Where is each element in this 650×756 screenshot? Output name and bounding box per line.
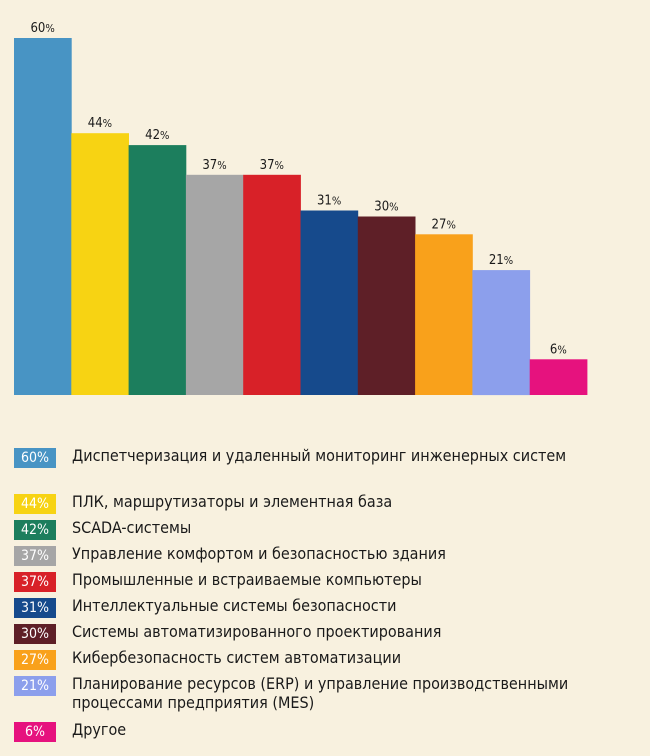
data-label-4: 37% bbox=[202, 158, 226, 173]
bar-10 bbox=[529, 359, 588, 395]
bar-9 bbox=[472, 270, 531, 396]
data-label-1: 60% bbox=[30, 21, 54, 36]
legend-label-8: Кибербезопасность систем автоматизации bbox=[72, 648, 402, 667]
legend-item-9: 21% Планирование ресурсов (ERP) и управле… bbox=[14, 674, 592, 712]
bar-chart: 60% 44% 42% 37% 37% 31% 30% 27% 21% 6% bbox=[14, 21, 588, 396]
data-label-7: 30% bbox=[374, 200, 398, 215]
legend-item-3: 42% SCADA-системы bbox=[14, 518, 592, 540]
legend-swatch-4: 37% bbox=[14, 546, 56, 566]
legend-swatch-7: 30% bbox=[14, 624, 56, 644]
legend-swatch-6: 31% bbox=[14, 598, 56, 618]
legend-label-9: Планирование ресурсов (ERP) и управление… bbox=[72, 674, 569, 712]
legend-swatch-5: 37% bbox=[14, 572, 56, 592]
legend-swatch-3: 42% bbox=[14, 520, 56, 540]
bar-5 bbox=[243, 174, 301, 395]
legend-label-2: ПЛК, маршрутизаторы и элементная база bbox=[72, 492, 393, 511]
legend-swatch-10: 6% bbox=[14, 722, 56, 742]
legend-label-6: Интеллектуальные системы безопасности bbox=[72, 596, 397, 615]
bar-4 bbox=[185, 174, 244, 395]
legend-swatch-2: 44% bbox=[14, 494, 56, 514]
legend-label-10: Другое bbox=[72, 720, 127, 739]
data-label-6: 31% bbox=[317, 194, 341, 209]
data-label-8: 27% bbox=[432, 217, 456, 232]
data-label-2: 44% bbox=[88, 116, 112, 131]
legend-swatch-1: 60% bbox=[14, 448, 56, 468]
legend-item-4: 37% Управление комфортом и безопасностью … bbox=[14, 544, 592, 566]
bar-3 bbox=[128, 145, 187, 395]
bars-group bbox=[14, 38, 588, 396]
data-label-5: 37% bbox=[260, 158, 284, 173]
bar-2 bbox=[71, 133, 129, 395]
data-labels-group: 60% 44% 42% 37% 37% 31% 30% 27% 21% 6% bbox=[30, 21, 566, 357]
legend-swatch-9: 21% bbox=[14, 676, 56, 696]
legend-label-5: Промышленные и встраиваемые компьютеры bbox=[72, 570, 422, 589]
legend-label-4: Управление комфортом и безопасностью зда… bbox=[72, 544, 446, 563]
legend-label-7: Системы автоматизированного проектирован… bbox=[72, 622, 442, 641]
bar-8 bbox=[415, 234, 473, 395]
legend-item-5: 37% Промышленные и встраиваемые компьютер… bbox=[14, 570, 592, 592]
legend-label-1: Диспетчеризация и удаленный мониторинг и… bbox=[72, 446, 567, 465]
legend-swatch-8: 27% bbox=[14, 650, 56, 670]
legend-item-6: 31% Интеллектуальные системы безопасности bbox=[14, 596, 592, 618]
data-label-3: 42% bbox=[145, 128, 169, 143]
data-label-10: 6% bbox=[550, 342, 567, 357]
legend-item-7: 30% Системы автоматизированного проектиро… bbox=[14, 622, 592, 644]
legend-item-8: 27% Кибербезопасность систем автоматизаци… bbox=[14, 648, 592, 670]
bar-7 bbox=[357, 216, 416, 395]
data-label-9: 21% bbox=[489, 253, 513, 268]
legend-item-10: 6% Другое bbox=[14, 720, 592, 742]
bar-1 bbox=[14, 38, 72, 395]
legend-label-3: SCADA-системы bbox=[72, 518, 192, 537]
legend-item-1: 60% Диспетчеризация и удаленный мониторин… bbox=[14, 446, 592, 468]
bar-6 bbox=[300, 210, 359, 395]
legend-item-2: 44% ПЛК, маршрутизаторы и элементная база bbox=[14, 492, 592, 514]
